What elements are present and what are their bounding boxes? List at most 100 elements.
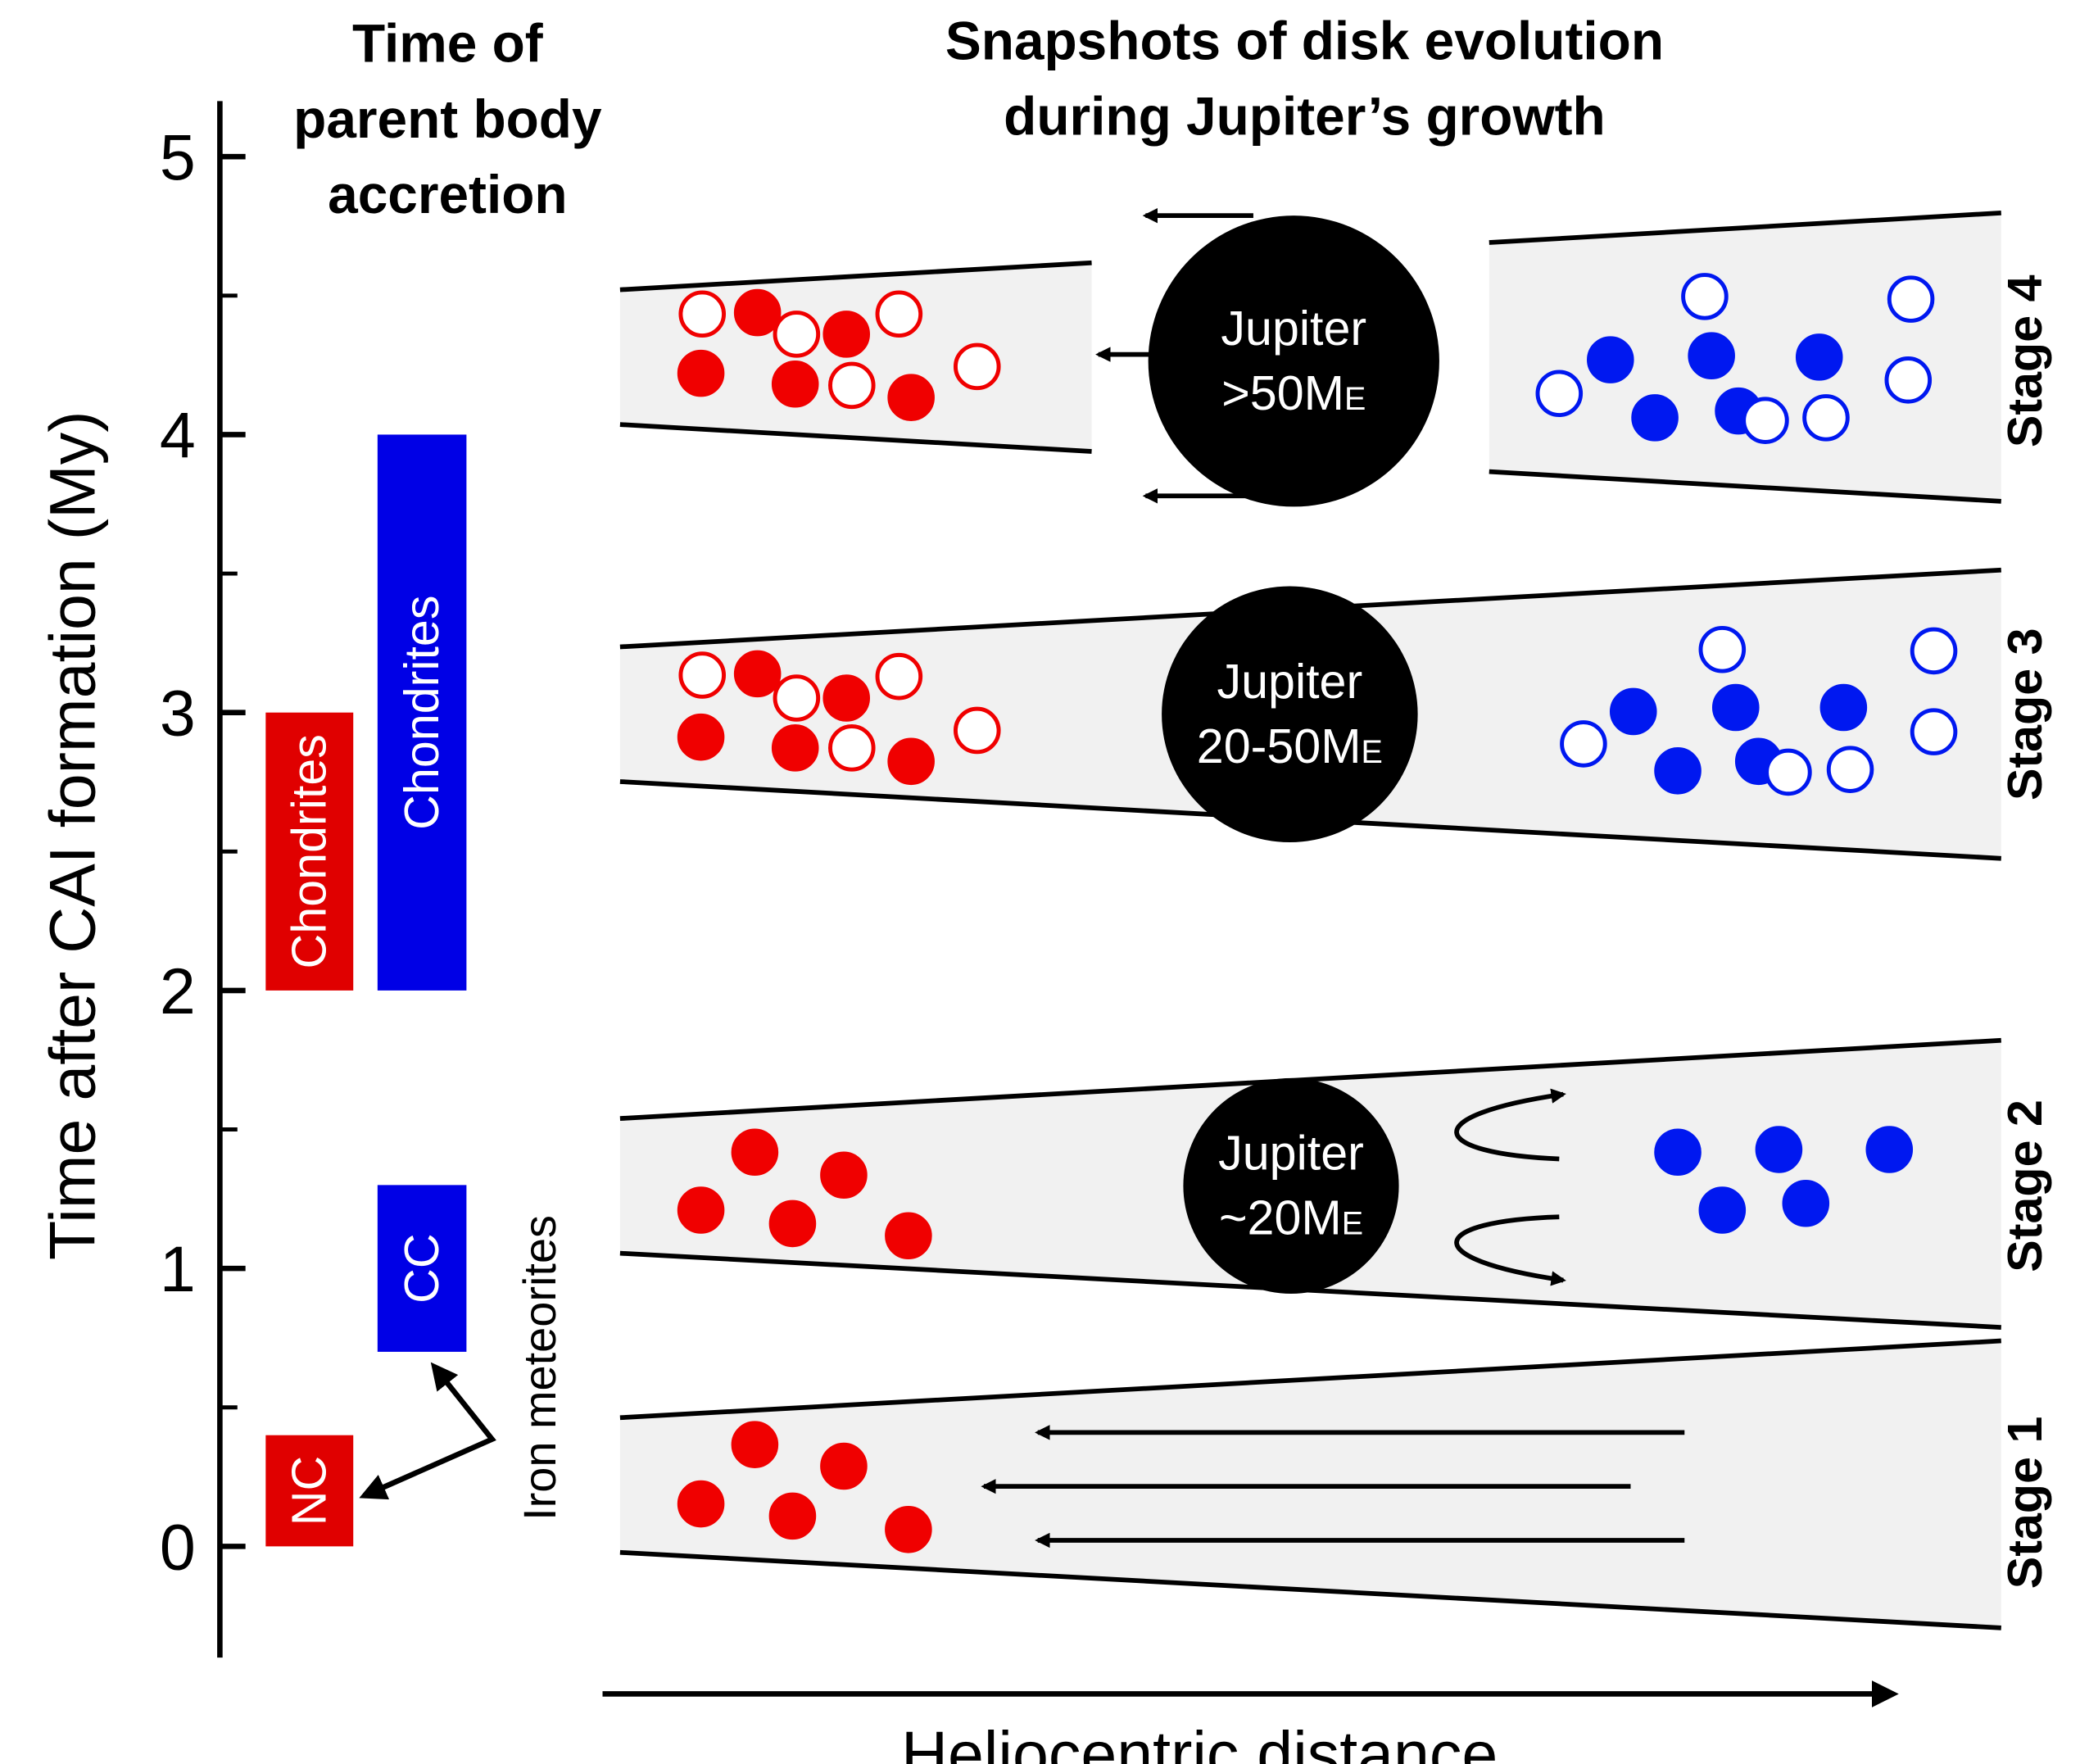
particle [1782,1179,1830,1227]
y-tick-label: 2 [160,955,196,1027]
planet-mass-value: >50M [1221,365,1344,420]
open-particle [773,311,821,358]
open-particle [828,361,876,410]
open-particle [953,342,1001,391]
planet-mass-subscript: E [1362,734,1383,770]
left-title: parent body [293,88,602,149]
x-axis-label: Heliocentric distance [901,1718,1498,1764]
particle [822,311,871,358]
planet-mass: 20-50ME [1197,719,1383,773]
right-title: during Jupiter’s growth [1004,85,1606,146]
open-particle [875,652,923,701]
particle [887,374,935,421]
particle [820,1442,868,1490]
disk-edge [619,1037,2001,1122]
particle [731,1128,779,1177]
particle [885,1506,932,1553]
stage-label: Stage 4 [1997,274,2052,447]
open-particle [1681,273,1729,320]
arrow [1454,1214,1566,1286]
open-particle [1535,370,1584,418]
disk-edge [1489,469,2001,504]
disk-edge [1489,210,2001,245]
planet-mass-value: ~20M [1219,1190,1342,1245]
jupiter [1162,586,1418,842]
particle [885,1212,932,1260]
planet-mass: >50ME [1221,365,1366,420]
disk-stage-4-outer [1489,212,2001,501]
open-particle [953,706,1001,755]
disk-edge [619,422,1092,454]
disk-edge [619,1338,2001,1421]
particle [733,288,782,337]
bar-label: NC [282,1456,337,1526]
open-particle [828,724,876,772]
y-tick-label: 1 [160,1233,196,1305]
y-tick-label: 5 [160,121,196,193]
left-title: accretion [328,164,567,224]
open-particle [1765,748,1812,796]
annotation: Iron meteorites [514,1215,565,1521]
arrow [1454,1088,1566,1162]
y-tick-label: 0 [160,1511,196,1583]
particle [1865,1126,1914,1173]
particle [1631,394,1679,442]
bar [265,712,354,991]
stage-label: Stage 3 [1997,628,2052,800]
particle [1698,1186,1747,1234]
particle [771,360,819,408]
jupiter [1148,215,1439,507]
stage-label: Stage 1 [1997,1417,2052,1589]
particle [768,1199,817,1248]
jupiter [1183,1077,1399,1294]
particle [677,1186,725,1234]
particle [820,1151,868,1199]
bar [377,434,467,991]
particle [733,650,782,698]
bar-label: Chondrites [394,596,449,830]
right-title: Snapshots of disk evolution [945,10,1664,70]
open-particle [773,674,821,722]
disk-edge [619,260,1092,292]
particle [1795,333,1843,381]
planet-mass: ~20ME [1219,1190,1363,1245]
bar [265,1435,354,1547]
planet-mass-value: 20-50M [1197,719,1362,773]
open-particle [678,290,727,338]
particle [1711,683,1760,732]
open-particle [1802,394,1850,442]
particle [1654,1128,1702,1177]
particle [677,713,725,761]
particle [771,724,819,772]
open-particle [1910,708,1958,755]
particle [1819,683,1868,732]
open-particle [1560,720,1607,768]
open-particle [1910,627,1958,675]
particle [822,674,871,722]
stage-label: Stage 2 [1997,1100,2052,1272]
y-tick-label: 4 [160,399,196,471]
particle [1609,687,1657,736]
bar [377,1185,467,1352]
planet-mass-subscript: E [1342,1206,1363,1242]
open-particle [1826,746,1874,793]
y-axis-label: Time after CAI formation (My) [36,410,108,1260]
bar-label: Chondrites [282,734,337,968]
left-title: Time of [352,13,544,74]
planet-label: Jupiter [1218,1126,1364,1181]
particle [1654,747,1702,795]
planet-label: Jupiter [1221,301,1366,356]
particle [1755,1126,1803,1173]
open-particle [1742,397,1789,444]
y-tick-label: 3 [160,678,196,750]
bar-label: CC [394,1233,449,1304]
particle [677,1480,725,1528]
flow-arrows [981,207,1685,1549]
particle [677,349,725,397]
particle [731,1421,779,1468]
particle [1688,332,1735,380]
open-particle [678,651,727,699]
planet-mass-subscript: E [1344,381,1366,417]
disk-edge [619,1549,2001,1630]
